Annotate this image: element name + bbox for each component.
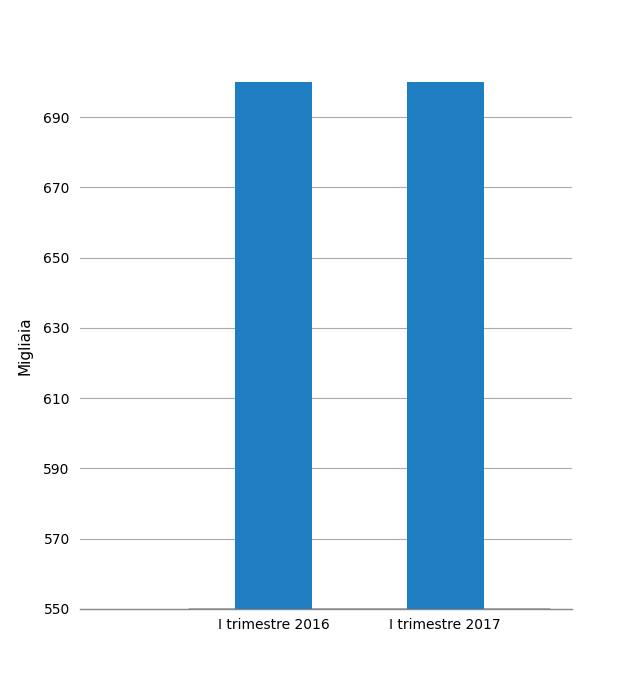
Polygon shape (179, 609, 550, 623)
Bar (406, 0, 484, 609)
Bar (273, 609, 445, 627)
Bar (102, 609, 273, 627)
Bar (235, 0, 312, 609)
Y-axis label: Migliaia: Migliaia (17, 316, 32, 375)
